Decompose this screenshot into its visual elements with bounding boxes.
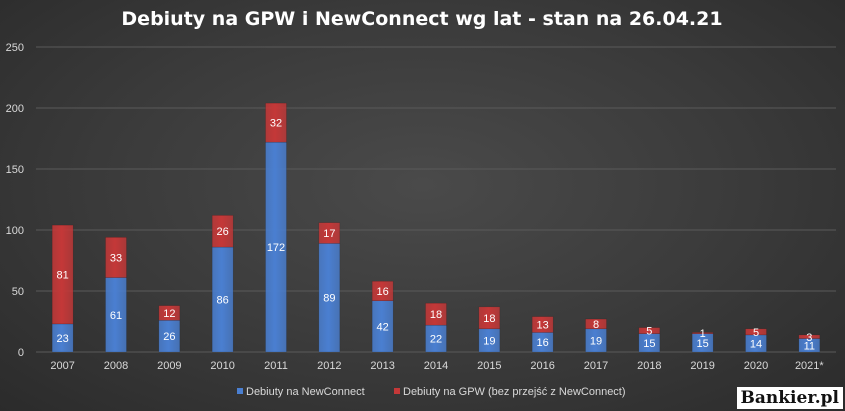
data-label-gpw: 5 [753,327,759,339]
y-tick-label: 200 [6,103,24,115]
data-label-gpw: 18 [430,309,442,321]
x-tick-label: 2007 [50,360,74,372]
data-label-newconnect: 86 [217,295,229,307]
data-label-gpw: 12 [163,308,175,320]
x-tick-label: 2009 [157,360,181,372]
x-tick-label: 2011 [264,360,288,372]
x-tick-label: 2010 [210,360,234,372]
data-label-newconnect: 16 [537,337,549,349]
bar-gpw [105,237,127,278]
data-label-gpw: 5 [646,326,652,338]
bar-gpw [745,328,767,336]
legend-swatch-newconnect [237,388,243,394]
bar-gpw [798,334,821,339]
legend-label-newconnect: Debiuty na NewConnect [246,386,365,398]
bar-gpw [371,280,394,302]
data-label-gpw: 18 [483,313,495,325]
data-label-newconnect: 19 [483,335,495,347]
data-label-gpw: 3 [806,332,812,344]
data-label-gpw: 26 [217,226,229,238]
bar-newconnect [531,332,554,353]
data-label-newconnect: 19 [590,335,602,347]
y-tick-label: 250 [6,42,24,54]
bar-gpw [531,316,554,333]
bar-gpw [318,222,341,244]
data-label-gpw: 13 [537,320,549,332]
data-label-gpw: 8 [593,319,599,331]
x-tick-label: 2008 [104,360,128,372]
data-label-newconnect: 172 [267,242,285,254]
x-tick-label: 2020 [744,360,768,372]
chart-title: Debiuty na GPW i NewConnect wg lat - sta… [121,8,722,30]
data-label-newconnect: 14 [750,338,762,350]
data-label-newconnect: 26 [163,331,175,343]
bar-newconnect [371,300,394,353]
legend: Debiuty na NewConnect Debiuty na GPW (bez… [237,386,626,398]
bar-gpw [158,305,181,321]
x-tick-label: 2021* [795,360,824,372]
x-tick-label: 2018 [637,360,661,372]
bars [51,102,821,353]
data-label-gpw: 17 [323,228,335,240]
data-label-gpw: 81 [57,270,69,282]
bar-gpw [691,332,714,334]
y-tick-label: 100 [6,225,24,237]
data-label-gpw: 32 [270,118,282,130]
legend-swatch-gpw [394,388,400,394]
x-tick-label: 2014 [424,360,448,372]
bar-gpw [478,306,501,330]
bar-gpw [265,102,287,143]
bankier-logo: Bankier.pl [736,387,843,409]
data-label-newconnect: 61 [110,310,122,322]
x-tick-label: 2017 [584,360,608,372]
x-tick-label: 2013 [370,360,394,372]
data-label-newconnect: 22 [430,334,442,346]
x-axis-ticks: 2007 2008 2009 2010 2011 2012 2013 2014 2015 2016… [50,360,824,372]
data-label-gpw: 1 [700,328,706,340]
data-label-gpw: 16 [377,286,389,298]
x-tick-label: 2012 [317,360,341,372]
bar-gpw [585,318,607,330]
x-tick-label: 2016 [530,360,554,372]
data-label-newconnect: 15 [643,338,655,350]
bar-gpw [425,302,447,326]
y-tick-label: 0 [18,347,24,359]
y-tick-label: 50 [12,286,24,298]
data-label-newconnect: 15 [697,338,709,350]
data-label-newconnect: 23 [57,333,69,345]
y-tick-label: 150 [6,164,24,176]
y-axis-ticks: 0 50 100 150 200 250 [6,42,24,359]
data-labels: 2381613326128626172328917421622181918161… [57,118,816,353]
data-label-newconnect: 11 [804,340,815,352]
data-label-gpw: 33 [110,252,122,264]
bar-gpw [638,327,661,334]
x-tick-label: 2019 [690,360,714,372]
bar-gpw [51,224,74,325]
bar-newconnect [478,328,501,353]
x-tick-label: 2015 [477,360,501,372]
bar-gpw [211,215,234,248]
data-label-newconnect: 42 [377,321,389,333]
data-label-newconnect: 89 [323,293,335,305]
legend-label-gpw: Debiuty na GPW (bez przejść z NewConnect… [403,386,626,398]
